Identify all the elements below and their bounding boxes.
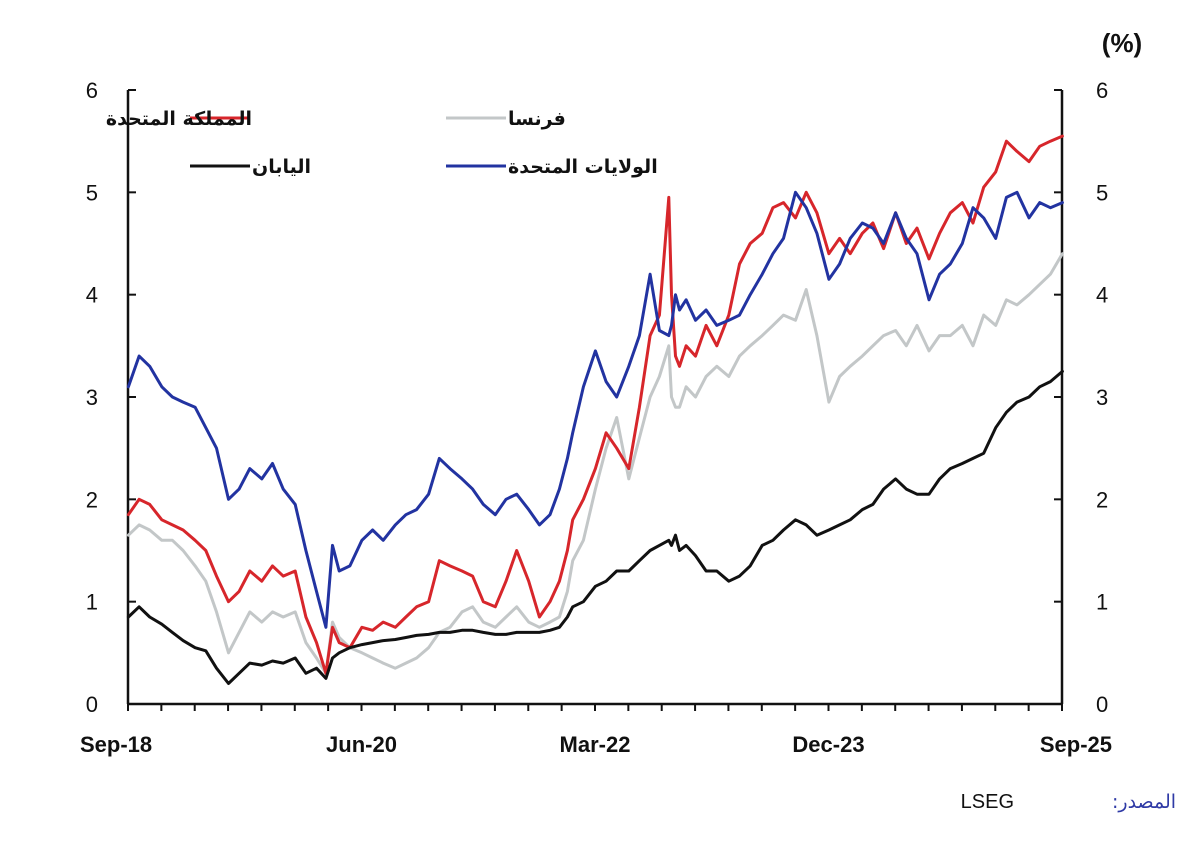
y-tick-label-left: 5 (86, 180, 98, 205)
legend-label-jp: اليابان (252, 156, 311, 178)
y-tick-label-right: 0 (1096, 692, 1108, 717)
legend-label-us: الولايات المتحدة (508, 156, 658, 178)
y-tick-label-right: 2 (1096, 487, 1108, 512)
plot-series (126, 134, 1064, 685)
x-tick-label: Dec-23 (792, 732, 864, 757)
source-note: المصدر: LSEG (961, 791, 1176, 813)
source-label: المصدر: (1112, 791, 1176, 813)
y-tick-label-right: 4 (1096, 283, 1108, 308)
y-axis-right: 0 1 2 3 4 5 6 (1054, 78, 1108, 717)
unit-label: (%) (1102, 28, 1142, 58)
series-line-jp (126, 369, 1064, 685)
source-value: LSEG (961, 791, 1014, 813)
series-line-us (126, 190, 1064, 629)
y-tick-label-right: 5 (1096, 180, 1108, 205)
y-tick-label-left: 1 (86, 590, 98, 615)
y-axis-left: 0 1 2 3 4 5 6 (86, 78, 136, 717)
x-tick-label: Jun-20 (326, 732, 397, 757)
y-tick-label-left: 0 (86, 692, 98, 717)
y-tick-label-right: 6 (1096, 78, 1108, 103)
y-tick-label-left: 3 (86, 385, 98, 410)
x-tick-label: Sep-25 (1040, 732, 1112, 757)
y-tick-label-left: 6 (86, 78, 98, 103)
y-tick-label-right: 3 (1096, 385, 1108, 410)
y-tick-label-left: 4 (86, 283, 98, 308)
legend-label-uk: المملكة المتحدة (106, 108, 252, 130)
legend: المملكة المتحدة فرنسا اليابان الولايات ا… (106, 108, 658, 178)
x-tick-label: Mar-22 (560, 732, 631, 757)
axes (126, 90, 1064, 706)
y-tick-label-right: 1 (1096, 590, 1108, 615)
series-line-fr (126, 252, 1064, 675)
legend-label-fr: فرنسا (508, 108, 566, 130)
y-tick-label-left: 2 (86, 487, 98, 512)
series-line-uk (126, 134, 1064, 675)
x-tick-label: Sep-18 (80, 732, 152, 757)
x-axis: Sep-18 Jun-20 Mar-22 Dec-23 Sep-25 (80, 704, 1112, 757)
